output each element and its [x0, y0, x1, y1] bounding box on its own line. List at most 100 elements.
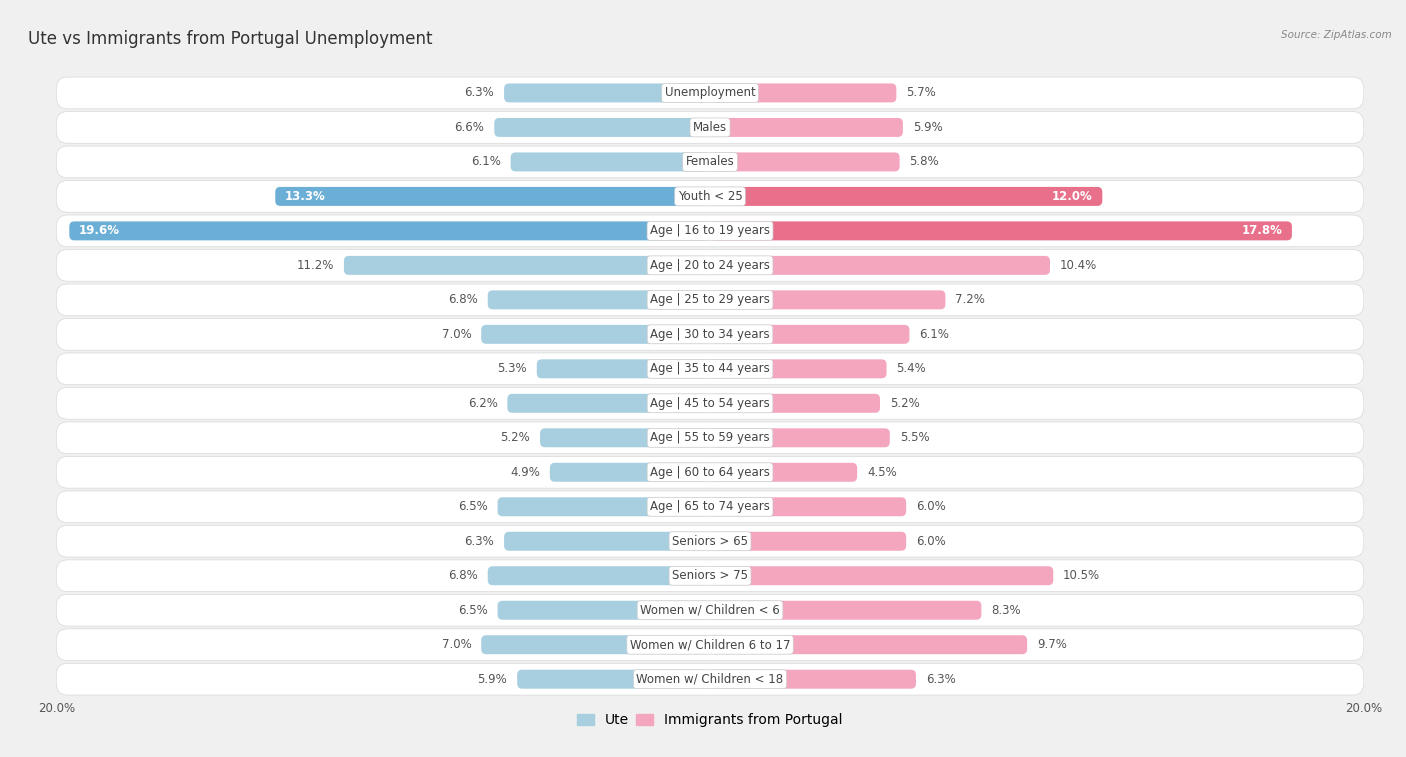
FancyBboxPatch shape [510, 152, 710, 171]
Text: Seniors > 65: Seniors > 65 [672, 534, 748, 548]
Text: Age | 35 to 44 years: Age | 35 to 44 years [650, 363, 770, 375]
Text: Women w/ Children 6 to 17: Women w/ Children 6 to 17 [630, 638, 790, 651]
FancyBboxPatch shape [710, 601, 981, 620]
Text: Age | 55 to 59 years: Age | 55 to 59 years [650, 431, 770, 444]
FancyBboxPatch shape [56, 215, 1364, 247]
FancyBboxPatch shape [710, 83, 897, 102]
Text: 6.8%: 6.8% [449, 569, 478, 582]
FancyBboxPatch shape [498, 601, 710, 620]
FancyBboxPatch shape [710, 531, 905, 551]
FancyBboxPatch shape [710, 394, 880, 413]
FancyBboxPatch shape [56, 456, 1364, 488]
Legend: Ute, Immigrants from Portugal: Ute, Immigrants from Portugal [572, 708, 848, 733]
Text: 6.0%: 6.0% [915, 500, 946, 513]
FancyBboxPatch shape [56, 629, 1364, 661]
FancyBboxPatch shape [710, 497, 905, 516]
Text: Source: ZipAtlas.com: Source: ZipAtlas.com [1281, 30, 1392, 40]
FancyBboxPatch shape [488, 566, 710, 585]
Text: 8.3%: 8.3% [991, 604, 1021, 617]
FancyBboxPatch shape [505, 83, 710, 102]
Text: Women w/ Children < 6: Women w/ Children < 6 [640, 604, 780, 617]
Text: 5.5%: 5.5% [900, 431, 929, 444]
FancyBboxPatch shape [56, 594, 1364, 626]
FancyBboxPatch shape [710, 256, 1050, 275]
FancyBboxPatch shape [537, 360, 710, 378]
Text: 10.5%: 10.5% [1063, 569, 1101, 582]
FancyBboxPatch shape [540, 428, 710, 447]
Text: Age | 25 to 29 years: Age | 25 to 29 years [650, 294, 770, 307]
FancyBboxPatch shape [710, 670, 915, 689]
Text: 5.3%: 5.3% [498, 363, 527, 375]
Text: 5.8%: 5.8% [910, 155, 939, 168]
Text: 4.9%: 4.9% [510, 466, 540, 478]
FancyBboxPatch shape [495, 118, 710, 137]
Text: 5.9%: 5.9% [478, 673, 508, 686]
FancyBboxPatch shape [56, 319, 1364, 350]
FancyBboxPatch shape [56, 146, 1364, 178]
FancyBboxPatch shape [56, 353, 1364, 385]
Text: 6.3%: 6.3% [464, 534, 495, 548]
FancyBboxPatch shape [56, 491, 1364, 522]
FancyBboxPatch shape [56, 422, 1364, 453]
Text: Age | 30 to 34 years: Age | 30 to 34 years [650, 328, 770, 341]
Text: 7.0%: 7.0% [441, 638, 471, 651]
FancyBboxPatch shape [517, 670, 710, 689]
FancyBboxPatch shape [710, 187, 1102, 206]
FancyBboxPatch shape [710, 360, 887, 378]
Text: 5.2%: 5.2% [890, 397, 920, 410]
FancyBboxPatch shape [56, 560, 1364, 592]
Text: 6.3%: 6.3% [464, 86, 495, 99]
Text: 6.5%: 6.5% [458, 500, 488, 513]
FancyBboxPatch shape [710, 428, 890, 447]
FancyBboxPatch shape [276, 187, 710, 206]
FancyBboxPatch shape [56, 525, 1364, 557]
Text: 7.2%: 7.2% [955, 294, 986, 307]
Text: 7.0%: 7.0% [441, 328, 471, 341]
Text: 13.3%: 13.3% [285, 190, 326, 203]
Text: 6.5%: 6.5% [458, 604, 488, 617]
FancyBboxPatch shape [344, 256, 710, 275]
FancyBboxPatch shape [481, 635, 710, 654]
Text: Age | 45 to 54 years: Age | 45 to 54 years [650, 397, 770, 410]
FancyBboxPatch shape [508, 394, 710, 413]
FancyBboxPatch shape [550, 463, 710, 481]
FancyBboxPatch shape [481, 325, 710, 344]
Text: 5.9%: 5.9% [912, 121, 942, 134]
Text: 4.5%: 4.5% [868, 466, 897, 478]
FancyBboxPatch shape [56, 663, 1364, 695]
Text: Females: Females [686, 155, 734, 168]
Text: Unemployment: Unemployment [665, 86, 755, 99]
Text: 6.0%: 6.0% [915, 534, 946, 548]
FancyBboxPatch shape [710, 566, 1053, 585]
FancyBboxPatch shape [56, 111, 1364, 143]
Text: 10.4%: 10.4% [1060, 259, 1097, 272]
FancyBboxPatch shape [710, 463, 858, 481]
Text: 5.4%: 5.4% [897, 363, 927, 375]
FancyBboxPatch shape [710, 221, 1292, 241]
FancyBboxPatch shape [498, 497, 710, 516]
FancyBboxPatch shape [710, 325, 910, 344]
FancyBboxPatch shape [505, 531, 710, 551]
Text: 6.6%: 6.6% [454, 121, 485, 134]
FancyBboxPatch shape [710, 291, 945, 310]
FancyBboxPatch shape [488, 291, 710, 310]
Text: 12.0%: 12.0% [1052, 190, 1092, 203]
Text: 5.2%: 5.2% [501, 431, 530, 444]
FancyBboxPatch shape [56, 388, 1364, 419]
Text: Seniors > 75: Seniors > 75 [672, 569, 748, 582]
Text: Women w/ Children < 18: Women w/ Children < 18 [637, 673, 783, 686]
Text: Age | 60 to 64 years: Age | 60 to 64 years [650, 466, 770, 478]
Text: Age | 16 to 19 years: Age | 16 to 19 years [650, 224, 770, 238]
Text: 6.3%: 6.3% [925, 673, 956, 686]
Text: 11.2%: 11.2% [297, 259, 335, 272]
FancyBboxPatch shape [56, 250, 1364, 282]
Text: 6.1%: 6.1% [920, 328, 949, 341]
Text: 17.8%: 17.8% [1241, 224, 1282, 238]
Text: 5.7%: 5.7% [905, 86, 936, 99]
FancyBboxPatch shape [710, 635, 1028, 654]
Text: Males: Males [693, 121, 727, 134]
Text: 9.7%: 9.7% [1038, 638, 1067, 651]
Text: Age | 20 to 24 years: Age | 20 to 24 years [650, 259, 770, 272]
FancyBboxPatch shape [56, 77, 1364, 109]
Text: Youth < 25: Youth < 25 [678, 190, 742, 203]
